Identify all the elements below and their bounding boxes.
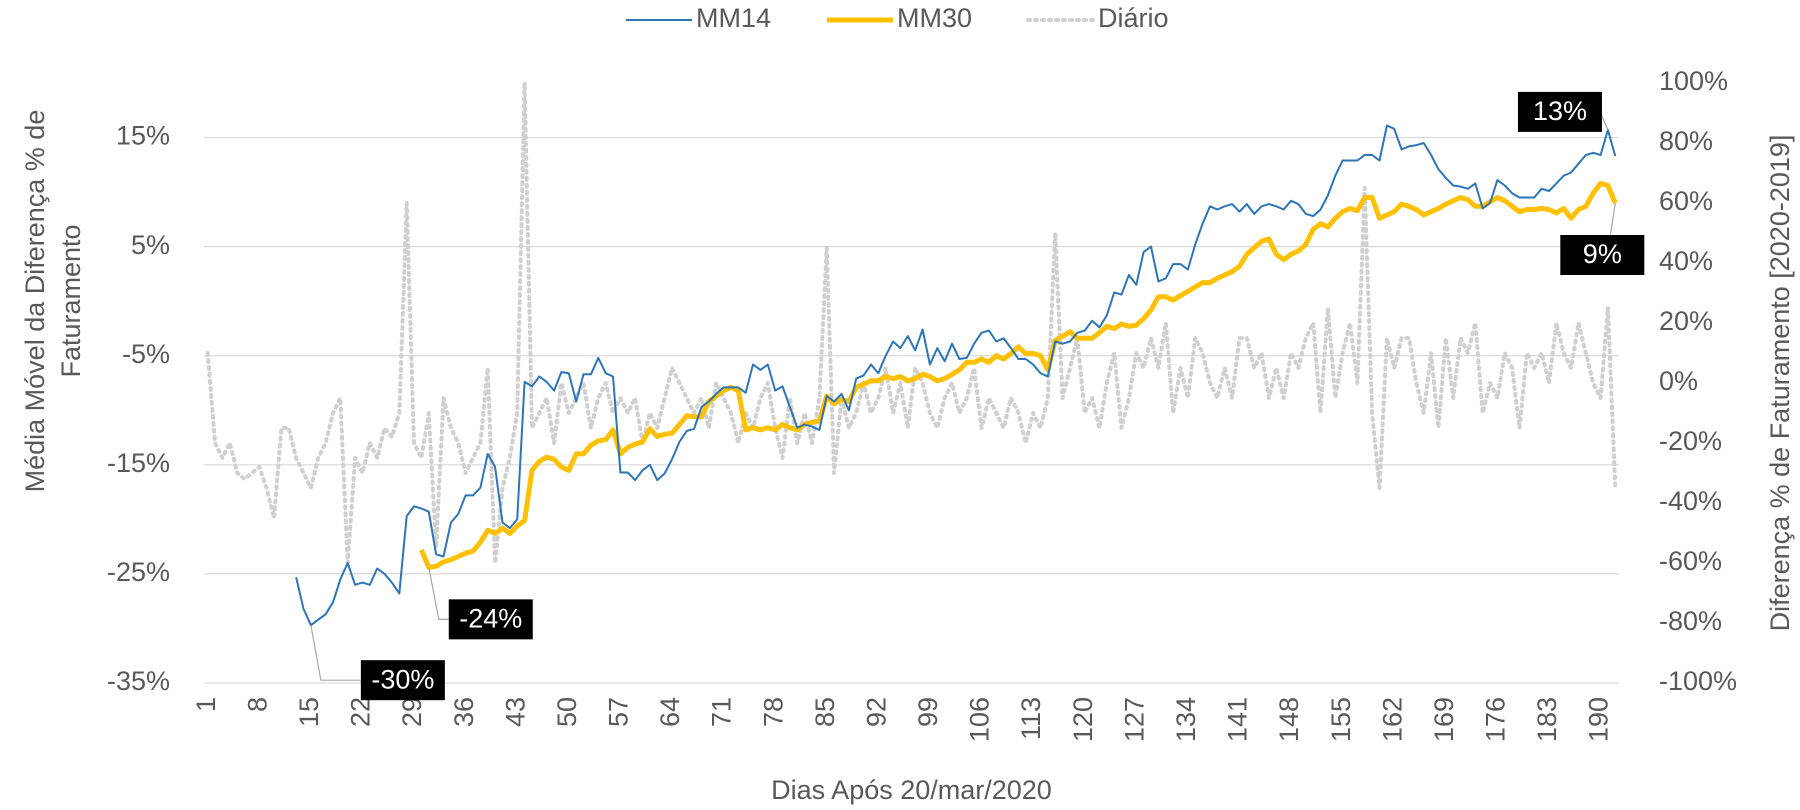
x-tick-label: 22 bbox=[346, 697, 376, 727]
x-tick-label: 169 bbox=[1429, 697, 1459, 742]
x-tick-label: 106 bbox=[965, 697, 995, 742]
leader-line bbox=[428, 567, 449, 620]
y2-tick-label: 40% bbox=[1659, 246, 1713, 276]
label-box bbox=[360, 660, 445, 701]
y2-tick-label: 0% bbox=[1659, 366, 1698, 396]
data-label: -30% bbox=[371, 664, 434, 694]
label-box bbox=[448, 599, 533, 640]
x-axis-title: Dias Após 20/mar/2020 bbox=[771, 775, 1052, 805]
x-tick-label: 85 bbox=[810, 697, 840, 727]
y-tick-label: -15% bbox=[107, 448, 170, 478]
y2-tick-label: -80% bbox=[1659, 606, 1722, 636]
x-tick-label: 1 bbox=[191, 697, 221, 712]
y-tick-label: -35% bbox=[107, 666, 170, 696]
x-tick-label: 113 bbox=[1016, 697, 1046, 740]
x-tick-label: 92 bbox=[861, 697, 891, 727]
data-label: 13% bbox=[1533, 96, 1587, 126]
x-tick-label: 99 bbox=[913, 697, 943, 727]
x-tick-label: 176 bbox=[1481, 697, 1511, 742]
series-line bbox=[419, 180, 1618, 570]
y2-tick-label: -20% bbox=[1659, 426, 1722, 456]
y-axis-title: Média Móvel da Diferença % de Faturament… bbox=[20, 109, 86, 493]
series-line bbox=[295, 124, 1617, 627]
x-tick-label: 57 bbox=[604, 697, 634, 727]
series-line bbox=[205, 81, 1618, 565]
x-tick-label: 36 bbox=[449, 697, 479, 727]
legend-label: Diário bbox=[1098, 3, 1169, 33]
x-tick-label: 155 bbox=[1326, 697, 1356, 742]
x-tick-label: 120 bbox=[1068, 697, 1098, 742]
y2-tick-label: -40% bbox=[1659, 486, 1722, 516]
y2-tick-label: -60% bbox=[1659, 546, 1722, 576]
label-box bbox=[1517, 91, 1602, 132]
x-tick-label: 190 bbox=[1584, 697, 1614, 742]
x-tick-label: 183 bbox=[1532, 697, 1562, 742]
x-tick-label: 148 bbox=[1274, 697, 1304, 742]
x-tick-label: 134 bbox=[1171, 697, 1201, 742]
x-tick-label: 162 bbox=[1377, 697, 1407, 742]
y2-axis-title: Diferença % de Faturamento [2020-2019] bbox=[1765, 135, 1795, 632]
y-tick-label: 15% bbox=[116, 121, 170, 151]
x-tick-label: 127 bbox=[1119, 697, 1149, 742]
y2-tick-label: 60% bbox=[1659, 186, 1713, 216]
data-label: -24% bbox=[459, 603, 522, 633]
y-tick-label: 5% bbox=[131, 230, 170, 260]
leader-line bbox=[310, 625, 361, 681]
y2-tick-label: 80% bbox=[1659, 126, 1713, 156]
legend-label: MM14 bbox=[696, 3, 771, 33]
x-tick-label: 43 bbox=[500, 697, 530, 727]
x-tick-label: 71 bbox=[707, 697, 737, 727]
x-tick-label: 29 bbox=[397, 697, 427, 727]
x-tick-label: 50 bbox=[552, 697, 582, 727]
x-tick-label: 8 bbox=[242, 697, 272, 712]
x-tick-label: 64 bbox=[655, 697, 685, 727]
y2-tick-label: -100% bbox=[1659, 666, 1737, 696]
y2-tick-label: 20% bbox=[1659, 306, 1713, 336]
x-tick-label: 78 bbox=[758, 697, 788, 727]
x-tick-label: 141 bbox=[1223, 697, 1253, 742]
y-tick-label: -25% bbox=[107, 557, 170, 587]
data-label: 9% bbox=[1583, 239, 1622, 269]
legend-label: MM30 bbox=[897, 3, 972, 33]
x-tick-label: 15 bbox=[294, 697, 324, 727]
y-tick-label: -5% bbox=[122, 339, 170, 369]
label-box bbox=[1560, 235, 1645, 275]
y2-tick-label: 100% bbox=[1659, 66, 1728, 96]
